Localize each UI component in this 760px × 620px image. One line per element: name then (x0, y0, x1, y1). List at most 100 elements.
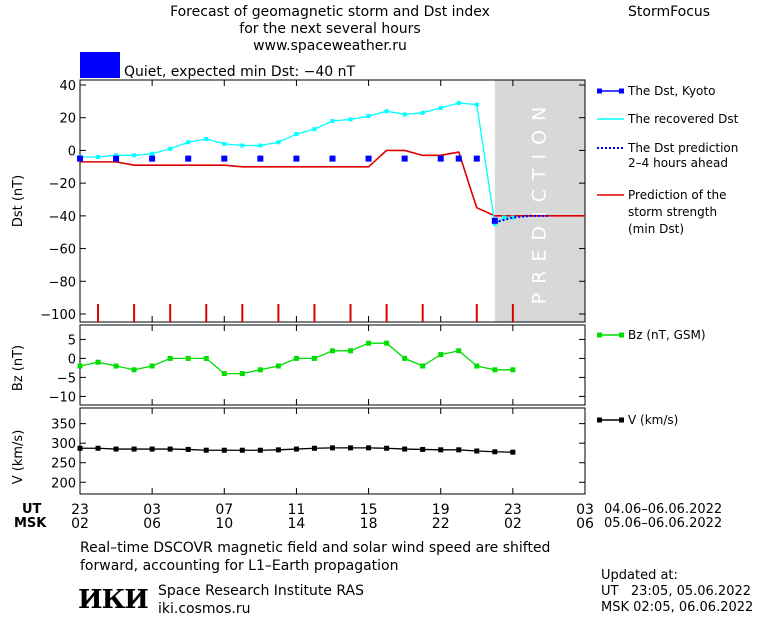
v-point (510, 449, 516, 455)
bz-ytick-label: −5 (57, 371, 76, 386)
chart-title-line-1: Forecast of geomagnetic storm and Dst in… (170, 4, 490, 20)
bz-point (366, 340, 372, 346)
legend-bz-label: Bz (nT, GSM) (628, 328, 706, 342)
bz-point (131, 367, 137, 373)
bz-point (113, 363, 119, 369)
v-point (239, 447, 245, 453)
v-point (95, 445, 101, 451)
dst-kyoto-point (329, 155, 336, 162)
bz-ytick-label: 0 (68, 352, 76, 367)
v-point (456, 447, 462, 453)
bz-point (167, 355, 173, 361)
recovered-dst-point (366, 114, 371, 119)
v-point (330, 445, 335, 451)
v-point (113, 446, 119, 452)
v-point (221, 447, 227, 453)
dst-ytick-label: 20 (59, 112, 76, 127)
recovered-dst-point (168, 146, 173, 151)
dst-kyoto-point (437, 155, 444, 162)
legend-v-symbol-marker (597, 417, 602, 423)
org-url[interactable]: iki.cosmos.ru (158, 601, 251, 617)
recovered-dst-point (384, 109, 389, 114)
recovered-dst-point (150, 151, 155, 156)
bz-point (203, 355, 209, 361)
ut-tick-label: 11 (288, 502, 306, 518)
dst-kyoto-point (473, 155, 480, 162)
recovered-dst-line (80, 102, 513, 226)
recovered-dst-point (294, 132, 299, 137)
legend-v-symbol-marker (619, 417, 624, 423)
msk-tick-label: 06 (576, 516, 594, 532)
v-axis-label: V (km/s) (11, 430, 26, 485)
recovered-dst-point (204, 136, 209, 141)
ut-tick-label: 23 (504, 502, 522, 518)
recovered-dst-point (276, 140, 281, 145)
msk-tick-label: 10 (215, 516, 233, 532)
dst-kyoto-point (293, 155, 300, 162)
bz-point (311, 355, 317, 361)
dscovr-note-line-2: forward, accounting for L1–Earth propaga… (80, 558, 399, 574)
recovered-dst-point (222, 141, 227, 146)
v-point (438, 447, 444, 453)
dst-ytick-label: −100 (40, 308, 76, 323)
recovered-dst-point (348, 117, 353, 122)
recovered-dst-point (330, 118, 335, 123)
recovered-dst-point (438, 105, 443, 110)
dst-kyoto-point (113, 155, 120, 162)
msk-date-range: 05.06–06.06.2022 (604, 516, 723, 531)
dst-kyoto-point (401, 155, 408, 162)
dst-ytick-label: −60 (49, 243, 76, 258)
v-point (185, 446, 191, 452)
recovered-dst-point (402, 112, 407, 117)
legend-dst-prediction-label-2: 2–4 hours ahead (628, 156, 728, 170)
ut-tick-label: 03 (143, 502, 161, 518)
v-point (203, 447, 209, 453)
recovered-dst-point (510, 215, 515, 220)
dst-axis-label: Dst (nT) (11, 175, 26, 227)
recovered-dst-point (420, 110, 425, 115)
msk-tick-label: 02 (504, 516, 522, 532)
msk-axis-label: MSK (14, 516, 47, 531)
storm-strength-line (80, 149, 585, 217)
dst-ytick-label: −80 (49, 275, 76, 290)
recovered-dst-point (186, 140, 191, 145)
bz-point (149, 363, 155, 369)
v-panel-frame (79, 407, 586, 495)
bz-axis-label: Bz (nT) (11, 345, 26, 391)
ut-tick-label: 15 (360, 502, 378, 518)
legend-storm-strength-label-3: (min Dst) (628, 222, 685, 236)
bz-point (456, 348, 462, 354)
dst-ytick-label: −40 (49, 210, 76, 225)
dst-prediction-line (494, 214, 549, 224)
v-point (492, 449, 498, 455)
legend-dst-kyoto-label: The Dst, Kyoto (628, 84, 716, 98)
legend-recovered-dst-label: The recovered Dst (628, 112, 739, 126)
v-point (275, 447, 281, 453)
ut-tick-label: 19 (432, 502, 450, 518)
bz-point (221, 371, 227, 377)
v-point (311, 445, 317, 451)
org-name: Space Research Institute RAS (158, 583, 364, 599)
prediction-band-label: PREDICTION (528, 98, 550, 305)
dst-kyoto-point (149, 155, 156, 162)
recovered-dst-point (114, 153, 119, 158)
recovered-dst-point (312, 127, 317, 132)
dst-kyoto-point (257, 155, 264, 162)
dst-kyoto-point (185, 155, 192, 162)
v-ytick-label: 200 (51, 476, 76, 491)
chart-title-url[interactable]: www.spaceweather.ru (253, 38, 407, 54)
ut-date-range: 04.06–06.06.2022 (604, 502, 723, 517)
dst-kyoto-point (365, 155, 372, 162)
v-point (149, 446, 155, 452)
ut-tick-label: 03 (576, 502, 594, 518)
dst-kyoto-point (221, 155, 228, 162)
legend-dst-kyoto-symbol-marker (619, 88, 624, 94)
bz-point (474, 363, 480, 369)
legend-v-label: V (km/s) (628, 413, 679, 427)
recovered-dst-point (456, 100, 461, 105)
dst-kyoto-point (77, 155, 83, 162)
prediction-band (494, 80, 585, 322)
legend-dst-kyoto-symbol-marker (597, 88, 602, 94)
msk-tick-label: 22 (432, 516, 450, 532)
recovered-dst-point (501, 215, 506, 220)
